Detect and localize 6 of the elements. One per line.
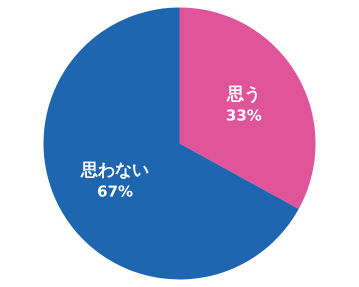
data-label: 33% [226,106,262,124]
pie-slice [180,8,316,210]
slice-label: 思う [226,84,261,104]
pie-slice [44,8,299,280]
slice-label: 思わない [80,160,150,181]
data-label: 67% [97,182,134,201]
